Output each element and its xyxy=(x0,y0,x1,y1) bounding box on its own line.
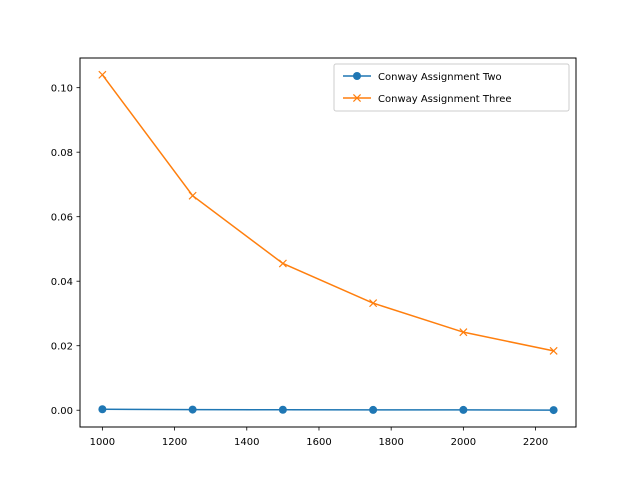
legend-marker xyxy=(353,72,361,80)
y-tick-label: 0.10 xyxy=(51,83,73,94)
data-point xyxy=(369,299,378,308)
x-tick-label: 1600 xyxy=(306,437,331,448)
legend-box xyxy=(333,63,570,112)
legend-item: Conway Assignment Three xyxy=(343,93,512,105)
data-point xyxy=(98,70,107,79)
data-point xyxy=(188,405,197,414)
series-line xyxy=(102,408,554,411)
data-point xyxy=(188,191,197,200)
legend-marker xyxy=(352,93,362,103)
series-line xyxy=(101,74,554,352)
data-point xyxy=(459,405,468,414)
x-tick-label: 2000 xyxy=(451,437,476,448)
y-tick-label: 0.04 xyxy=(51,277,73,288)
y-tick-label: 0.00 xyxy=(51,406,73,417)
x-tick-label: 2200 xyxy=(523,437,548,448)
data-point xyxy=(549,406,558,415)
y-tick-label: 0.02 xyxy=(51,341,73,352)
axes-layer: 1000 1200 1400 1600 1800 2000 2200 0.00 0.02 0.04… xyxy=(51,83,549,448)
x-tick-label: 1800 xyxy=(378,437,403,448)
legend-item: Conway Assignment Two xyxy=(343,72,502,83)
series-layer xyxy=(98,70,558,415)
series-1 xyxy=(98,405,558,415)
data-point xyxy=(278,259,287,268)
data-point xyxy=(98,405,107,414)
data-point xyxy=(549,346,558,355)
legend-label: Conway Assignment Two xyxy=(378,72,502,83)
series-2 xyxy=(98,70,558,355)
x-tick-label: 1400 xyxy=(234,437,259,448)
legend: Conway Assignment Two Conway Assignment T… xyxy=(333,63,570,112)
plot-frame xyxy=(79,57,577,428)
data-point xyxy=(369,405,378,414)
x-tick-label: 1000 xyxy=(90,437,115,448)
y-tick-label: 0.06 xyxy=(51,212,73,223)
x-tick-label: 1200 xyxy=(162,437,187,448)
data-point xyxy=(459,328,468,337)
data-point xyxy=(278,405,287,414)
legend-label: Conway Assignment Three xyxy=(378,94,512,105)
y-tick-label: 0.08 xyxy=(51,148,73,159)
